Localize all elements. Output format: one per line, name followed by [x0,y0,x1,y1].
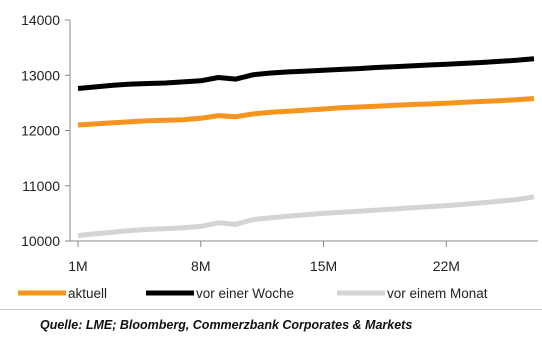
series-line [77,194,535,238]
y-tick-label: 10000 [21,233,60,249]
source-note: Quelle: LME; Bloomberg, Commerzbank Corp… [40,318,413,332]
y-tick-label: 11000 [22,178,60,194]
y-tick-label: 13000 [21,67,60,83]
x-tick-label: 22M [433,258,460,274]
legend-label: vor einer Woche [196,286,294,301]
legend-label: vor einem Monat [387,286,488,301]
series-line [77,56,535,91]
x-tick-label: 8M [191,258,210,274]
x-tick-label: 1M [68,258,87,274]
x-tick-label: 15M [310,258,337,274]
source-divider [0,309,542,310]
series-line [77,96,535,128]
y-tick-label: 14000 [21,12,60,28]
y-tick-label: 12000 [21,123,60,139]
legend-label: aktuell [68,286,107,301]
